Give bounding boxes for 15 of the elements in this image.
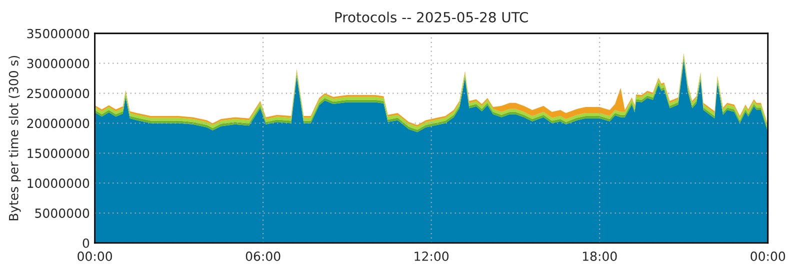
x-tick-label: 00:00 bbox=[78, 252, 112, 261]
x-tick-label: 12:00 bbox=[414, 252, 449, 261]
y-tick-label: 35000000 bbox=[27, 28, 90, 38]
y-tick-label: 25000000 bbox=[27, 88, 90, 98]
chart-title: Protocols -- 2025-05-28 UTC bbox=[335, 12, 528, 22]
y-tick-label: 0 bbox=[82, 238, 90, 248]
x-tick-label: 18:00 bbox=[582, 252, 617, 261]
y-tick-label: 10000000 bbox=[28, 178, 90, 188]
y-axis-title: Bytes per time slot (300 s) bbox=[8, 56, 21, 220]
y-tick-label: 15000000 bbox=[28, 148, 90, 158]
y-tick-label: 20000000 bbox=[27, 118, 90, 128]
x-tick-label: 06:00 bbox=[246, 252, 280, 261]
y-tick-label: 30000000 bbox=[27, 58, 90, 68]
y-tick-label: 5000000 bbox=[35, 208, 90, 218]
x-tick-label: 00:00 bbox=[750, 252, 786, 261]
